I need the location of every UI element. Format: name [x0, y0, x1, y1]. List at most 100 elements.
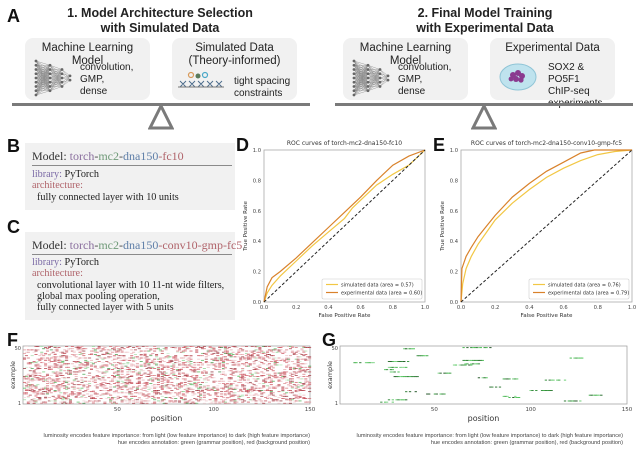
heatmap-cell	[279, 380, 283, 382]
heatmap-cell	[193, 366, 197, 368]
heatmap-cell	[179, 397, 183, 398]
heatmap-cell	[304, 347, 308, 348]
heatmap-cell	[191, 401, 195, 403]
heatmap-cell	[72, 365, 76, 367]
heatmap-cell	[195, 386, 199, 388]
heatmap-cell	[294, 391, 298, 393]
heatmap-cell	[55, 378, 59, 380]
heatmap-cell	[141, 355, 145, 357]
heatmap-cell	[229, 362, 233, 364]
heatmap-cell	[304, 381, 308, 383]
heatmap-cell	[256, 354, 260, 355]
heatmap-cell	[287, 364, 291, 366]
x-tick-label: 0.6	[356, 305, 364, 311]
heatmap-cell	[24, 393, 28, 395]
heatmap-cell	[229, 399, 233, 401]
heatmap-cell	[172, 347, 176, 348]
heatmap-cell	[143, 383, 147, 384]
heatmap-cell	[153, 362, 157, 364]
heatmap-cell	[95, 401, 99, 403]
heatmap-cell	[55, 398, 59, 400]
heatmap-cell	[256, 372, 260, 374]
heatmap-cell	[156, 392, 160, 394]
nn-node	[366, 68, 370, 71]
heatmap-cell	[44, 386, 48, 388]
heatmap-cell	[95, 395, 99, 397]
heatmap-cell	[151, 402, 155, 404]
heatmap-cell	[231, 395, 235, 397]
heatmap-cell	[38, 358, 42, 360]
heatmap-cell	[34, 364, 38, 366]
heatmap-cell	[193, 377, 197, 379]
heatmap-cell	[139, 355, 143, 357]
heatmap-cell	[111, 399, 115, 401]
heatmap-cell	[112, 392, 116, 394]
heatmap-cell	[47, 388, 51, 390]
heatmap-cell	[292, 371, 296, 373]
model-card-c: Model: torch-mc2-dna150-conv10-gmp-fc5 l…	[25, 232, 242, 320]
heatmap-cell	[187, 400, 191, 402]
y-tick-label: 0.2	[253, 270, 261, 276]
heatmap-cell	[132, 359, 136, 361]
heatmap-cell	[116, 348, 120, 350]
heatmap-cell	[281, 388, 285, 390]
heatmap-cell	[111, 359, 115, 361]
heatmap-cell	[197, 362, 201, 364]
heatmap-cell	[237, 395, 241, 397]
heatmap-cell	[30, 368, 34, 369]
heatmap-cell	[254, 379, 258, 381]
heatmap-cell	[67, 369, 71, 371]
heatmap-cell	[504, 395, 507, 397]
heatmap-cell	[202, 392, 206, 394]
heatmap-cell	[250, 356, 254, 358]
heatmap-cell	[256, 398, 260, 400]
heatmap-cell	[277, 379, 281, 381]
heatmap-cell	[130, 393, 134, 395]
heatmap-cell	[139, 357, 143, 359]
heatmap-cell	[172, 369, 176, 371]
heatmap-cell	[265, 388, 270, 390]
heatmap-cell	[84, 364, 88, 366]
heatmap-cell	[355, 362, 358, 364]
heatmap-cell	[191, 346, 195, 347]
heatmap-cell	[143, 372, 147, 374]
heatmap-cell	[479, 359, 482, 361]
heatmap-cell	[155, 378, 159, 380]
heatmap-cell	[269, 379, 273, 381]
heatmap-cell	[36, 399, 40, 401]
heatmap-cell	[273, 375, 277, 376]
heatmap-cell	[88, 391, 92, 393]
heatmap-cell	[132, 386, 136, 388]
heatmap-cell	[51, 371, 55, 373]
heatmap-cell	[281, 391, 285, 393]
heatmap-cell	[464, 364, 467, 366]
heatmap-cell	[32, 372, 36, 374]
heatmap-cell	[76, 371, 80, 373]
heatmap-cell	[176, 350, 180, 352]
heatmap-cell	[145, 386, 149, 388]
nn-edge	[353, 65, 369, 91]
nn-edge	[367, 77, 381, 91]
nn-edge	[379, 75, 389, 83]
heatmap-cell	[130, 356, 134, 358]
heatmap-cell	[44, 379, 48, 381]
legend-label: experimental data (area = 0.60)	[341, 291, 422, 297]
heatmap-cell	[74, 371, 78, 373]
heatmap-cell	[183, 398, 187, 400]
heatmap-cell	[78, 357, 82, 359]
nn-node	[352, 68, 356, 71]
heatmap-cell	[89, 395, 94, 397]
heatmap-cell	[137, 385, 141, 387]
heatmap-cell	[149, 372, 153, 374]
heatmap-cell	[283, 373, 287, 375]
heatmap-cell	[212, 377, 216, 379]
heatmap-cell	[241, 395, 245, 397]
heatmap-cell	[233, 346, 237, 347]
heatmap-cell	[147, 397, 151, 398]
heatmap-cell	[271, 349, 275, 351]
architecture-line: fully connected layer with 5 units	[37, 302, 174, 313]
heatmap-cell	[231, 383, 235, 384]
heatmap-cell	[153, 392, 157, 394]
heatmap-cell	[187, 348, 191, 350]
heatmap-cell	[290, 346, 294, 347]
